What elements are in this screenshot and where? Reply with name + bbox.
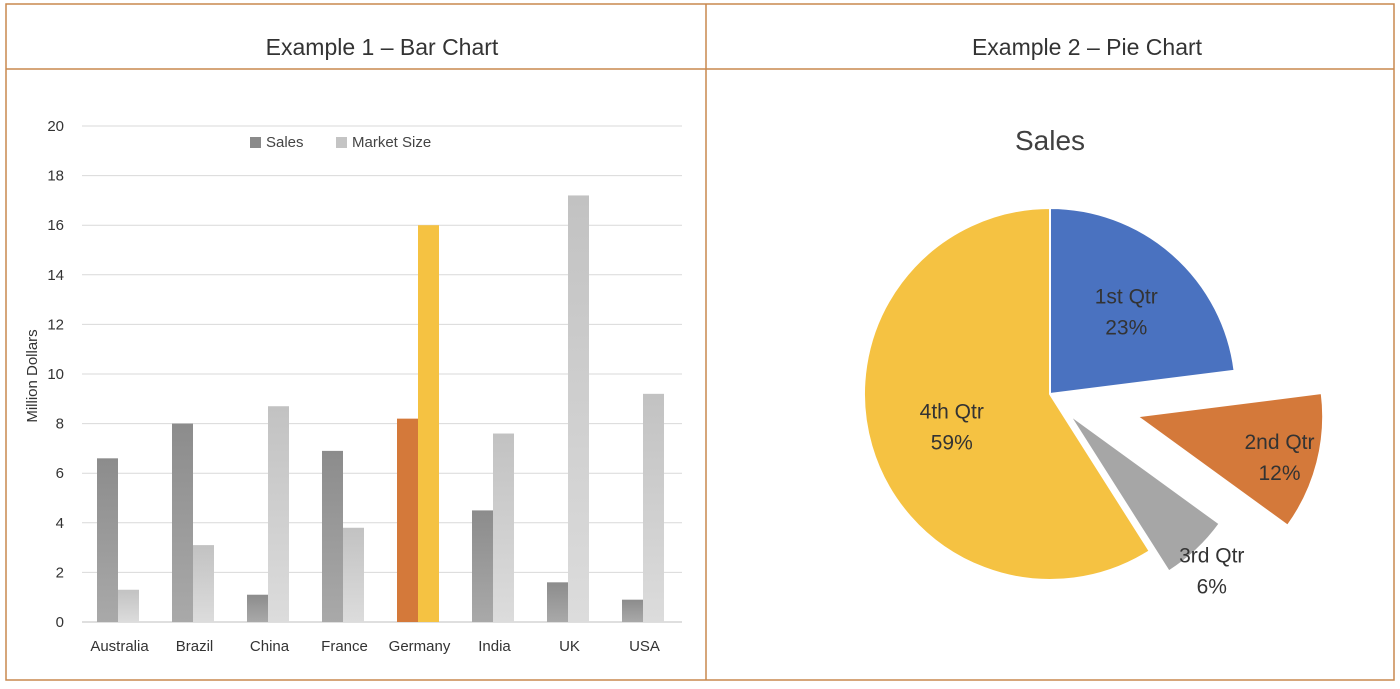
x-tick-label: India <box>478 638 511 655</box>
pie-chart-title: Sales <box>1015 125 1085 156</box>
bar-sales-china <box>247 594 268 622</box>
bar-market-size-germany <box>418 225 439 622</box>
legend-label-sales: Sales <box>266 134 304 151</box>
bar-market-size-france <box>343 527 364 622</box>
y-tick-label: 0 <box>56 614 64 631</box>
pie-chart: Sales 1st Qtr 23% 2nd Qtr 12% 3rd Qtr 6% 4th Q… <box>863 125 1325 598</box>
right-panel-title: Example 2 – Pie Chart <box>972 34 1203 60</box>
pie-label-3rd-qtr: 3rd Qtr <box>1179 544 1244 567</box>
bar-sales-india <box>472 510 493 622</box>
bar-chart: 0 2 4 6 8 10 12 14 16 18 20 Australia Brazil China Fr… <box>24 118 682 655</box>
y-tick-label: 14 <box>47 267 64 284</box>
pie-percent-4th-qtr: 59% <box>931 432 973 455</box>
pie-chart-labels: 1st Qtr 23% 2nd Qtr 12% 3rd Qtr 6% 4th Qtr 59% <box>920 285 1315 598</box>
left-panel-title: Example 1 – Bar Chart <box>266 34 499 60</box>
pie-slice-4th-qtr <box>863 206 1152 581</box>
y-tick-label: 6 <box>56 465 64 482</box>
bar-chart-x-ticks: Australia Brazil China France Germany India UK… <box>90 638 660 655</box>
bar-market-size-usa <box>643 393 664 622</box>
pie-label-1st-qtr: 1st Qtr <box>1095 285 1158 308</box>
pie-percent-1st-qtr: 23% <box>1105 316 1147 339</box>
bar-chart-legend: Sales Market Size <box>250 134 431 151</box>
bar-market-size-australia <box>118 589 139 622</box>
y-tick-label: 2 <box>56 564 64 581</box>
bar-sales-germany <box>397 418 418 622</box>
pie-percent-2nd-qtr: 12% <box>1258 462 1300 485</box>
bar-chart-y-axis-label: Million Dollars <box>24 329 41 422</box>
bar-chart-y-ticks: 0 2 4 6 8 10 12 14 16 18 20 <box>47 118 64 631</box>
legend-label-market-size: Market Size <box>352 134 431 151</box>
bar-market-size-china <box>268 406 289 622</box>
y-tick-label: 18 <box>47 168 64 185</box>
bar-sales-australia <box>97 458 118 622</box>
pie-label-2nd-qtr: 2nd Qtr <box>1244 431 1314 454</box>
legend-swatch-market-size <box>336 137 347 148</box>
x-tick-label: UK <box>559 638 580 655</box>
x-tick-label: Australia <box>90 638 149 655</box>
bar-sales-usa <box>622 599 643 622</box>
pie-label-4th-qtr: 4th Qtr <box>920 401 984 424</box>
pie-chart-slices <box>863 206 1325 581</box>
bar-sales-france <box>322 450 343 622</box>
pie-slice-3rd-qtr <box>1068 413 1222 573</box>
y-tick-label: 20 <box>47 118 64 135</box>
pie-slice-1st-qtr <box>1049 206 1236 396</box>
outer-border <box>5 3 1395 681</box>
pie-percent-3rd-qtr: 6% <box>1197 575 1227 598</box>
bar-sales-uk <box>547 582 568 622</box>
bar-market-size-brazil <box>193 545 214 622</box>
x-tick-label: Germany <box>389 638 451 655</box>
pie-slice-2nd-qtr <box>1134 391 1325 528</box>
x-tick-label: China <box>250 638 290 655</box>
bar-market-size-uk <box>568 195 589 622</box>
y-tick-label: 10 <box>47 366 64 383</box>
x-tick-label: France <box>321 638 368 655</box>
y-tick-label: 12 <box>47 316 64 333</box>
bar-market-size-india <box>493 433 514 622</box>
x-tick-label: Brazil <box>176 638 214 655</box>
legend-swatch-sales <box>250 137 261 148</box>
y-tick-label: 16 <box>47 217 64 234</box>
y-tick-label: 4 <box>56 515 64 532</box>
bar-chart-bars <box>97 195 664 622</box>
bar-sales-brazil <box>172 423 193 622</box>
x-tick-label: USA <box>629 638 660 655</box>
y-tick-label: 8 <box>56 416 64 433</box>
